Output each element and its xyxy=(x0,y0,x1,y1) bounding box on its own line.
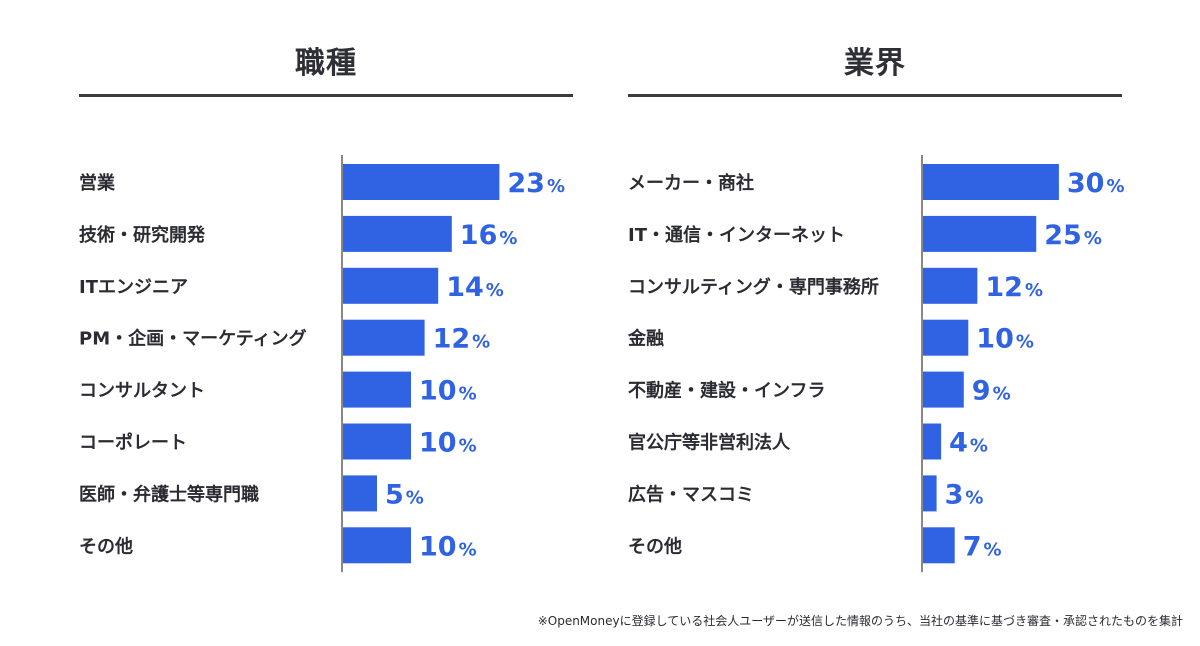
category-label: ITエンジニア xyxy=(79,277,188,298)
data-label: 7% xyxy=(963,531,1002,562)
data-label-unit: % xyxy=(472,332,490,353)
occupation-chart-title: 職種 xyxy=(295,46,357,81)
bar xyxy=(923,267,978,304)
data-label: 14% xyxy=(446,272,504,303)
data-label-value: 5 xyxy=(385,479,404,510)
category-label: 技術・研究開発 xyxy=(79,224,206,246)
category-label: コーポレート xyxy=(79,432,187,454)
category-label: IT・通信・インターネット xyxy=(628,224,845,246)
data-label-value: 9 xyxy=(972,376,991,407)
data-label-unit: % xyxy=(984,539,1002,560)
data-label-unit: % xyxy=(459,384,477,405)
data-label: 4% xyxy=(949,428,988,459)
data-label-unit: % xyxy=(1025,280,1043,301)
bar xyxy=(343,267,439,304)
data-label-value: 14 xyxy=(446,272,484,303)
bar xyxy=(343,371,411,408)
bar xyxy=(343,319,425,356)
data-label-value: 16 xyxy=(460,220,498,251)
data-label-value: 12 xyxy=(433,324,471,355)
bar xyxy=(923,164,1059,200)
data-label-unit: % xyxy=(459,539,477,560)
data-label-value: 10 xyxy=(976,324,1014,355)
data-label: 10% xyxy=(419,428,477,459)
data-label-unit: % xyxy=(406,487,424,508)
data-label-unit: % xyxy=(1016,332,1034,353)
footnote: ※OpenMoneyに登録している社会人ユーザーが送信した情報のうち、当社の基準… xyxy=(537,614,1183,628)
bar xyxy=(343,164,500,200)
data-label-value: 30 xyxy=(1067,168,1105,199)
bar xyxy=(343,527,411,564)
category-label: 金融 xyxy=(627,328,664,350)
bar xyxy=(343,475,377,512)
data-label-unit: % xyxy=(547,176,565,197)
category-label: 官公庁等非営利法人 xyxy=(628,432,791,454)
data-label-unit: % xyxy=(965,487,983,508)
category-label: 不動産・建設・インフラ xyxy=(628,380,825,402)
data-label-unit: % xyxy=(459,436,477,457)
category-label: 医師・弁護士等専門職 xyxy=(79,483,259,505)
data-label-value: 10 xyxy=(419,531,457,562)
occupation-chart-panel: 職種 営業 23% 技術・研究開発 16% ITエンジニア 14% PM・企画・マーケティン… xyxy=(79,0,573,600)
industry-bar-chart: メーカー・商社 30 % IT・通信・インターネット 25 % コンサルティング・専門事務所… xyxy=(627,155,1125,573)
industry-chart-title: 業界 xyxy=(844,46,906,81)
industry-title-divider xyxy=(628,94,1122,97)
data-label: 10% xyxy=(976,324,1034,355)
data-label-value: 4 xyxy=(949,428,968,459)
category-label: メーカー・商社 xyxy=(628,172,754,194)
data-label-unit: % xyxy=(993,384,1011,405)
data-label-value: 12 xyxy=(985,272,1023,303)
bar xyxy=(923,215,1037,252)
data-label: 10% xyxy=(419,531,477,562)
category-label: コンサルタント xyxy=(79,381,205,402)
data-label: 3% xyxy=(945,479,984,510)
bar xyxy=(923,475,937,512)
data-label: 12% xyxy=(433,324,491,355)
industry-chart-panel: 業界 メーカー・商社 30% IT・通信・インターネット 25% コンサルティング・専門… xyxy=(627,0,1125,600)
data-label: 10% xyxy=(419,376,477,407)
bar xyxy=(923,319,969,356)
data-label: 16% xyxy=(460,220,518,251)
data-label-unit: % xyxy=(1084,228,1102,249)
bar xyxy=(923,371,964,408)
data-label-value: 7 xyxy=(963,531,982,562)
data-label-value: 23 xyxy=(507,168,545,199)
data-label-unit: % xyxy=(970,436,988,457)
occupation-title-divider xyxy=(79,94,573,97)
bar xyxy=(343,423,411,460)
data-label-unit: % xyxy=(499,228,517,249)
category-label: 広告・マスコミ xyxy=(628,483,754,505)
category-label: コンサルティング・専門事務所 xyxy=(628,276,879,298)
bar xyxy=(923,423,942,460)
data-label: 30% xyxy=(1067,168,1125,199)
bar xyxy=(343,215,452,252)
data-label: 25% xyxy=(1044,220,1102,251)
data-label: 5% xyxy=(385,479,424,510)
data-label-value: 3 xyxy=(945,479,964,510)
data-label-unit: % xyxy=(486,280,504,301)
category-label: その他 xyxy=(79,535,133,557)
category-label: 営業 xyxy=(79,172,116,194)
data-label-value: 10 xyxy=(419,428,457,459)
category-label: その他 xyxy=(628,535,682,557)
bar xyxy=(923,527,955,564)
data-label: 9% xyxy=(972,376,1011,407)
data-label: 12% xyxy=(985,272,1043,303)
data-label: 23% xyxy=(507,168,565,199)
data-label-unit: % xyxy=(1106,176,1124,197)
occupation-bar-chart: 営業 23 % 技術・研究開発 16 % ITエンジニア 14 % PM・企画・マーケティング 12… xyxy=(79,155,565,573)
category-label: PM・企画・マーケティング xyxy=(79,328,307,350)
data-label-value: 10 xyxy=(419,376,457,407)
data-label-value: 25 xyxy=(1044,220,1082,251)
